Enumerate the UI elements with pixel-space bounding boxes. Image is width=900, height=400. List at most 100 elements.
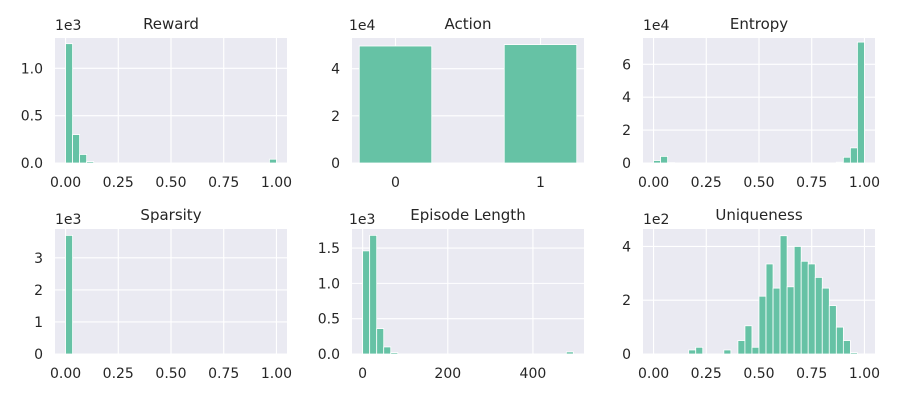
y-tick-label: 0 — [331, 156, 340, 172]
y-tick-label: 0.0 — [21, 156, 43, 172]
y-tick-label: 0 — [34, 347, 43, 363]
histogram-bar — [842, 340, 851, 355]
x-tick-label: 0.50 — [743, 175, 774, 191]
histogram-bar — [565, 351, 574, 355]
x-tick-label: 0.25 — [103, 175, 134, 191]
x-tick-label: 1.00 — [849, 175, 880, 191]
y-tick-label: 0.5 — [318, 312, 340, 328]
y-tick-label: 2 — [331, 109, 340, 125]
plot-area-background — [352, 229, 584, 354]
x-tick-label: 0 — [358, 366, 367, 382]
x-tick-label: 0.50 — [155, 366, 186, 382]
panel-uniqueness: 0.00 0.25 0.50 0.75 1.00 0 2 4 Uniqueness 1e2 — [622, 206, 880, 382]
panel-title: Sparsity — [140, 206, 201, 224]
histogram-bar — [842, 156, 851, 164]
y-tick-label: 0 — [622, 156, 631, 172]
x-tick-label: 0.25 — [103, 366, 134, 382]
panel-title: Episode Length — [410, 206, 525, 224]
histogram-bar — [807, 263, 816, 355]
histogram-bar — [800, 260, 809, 355]
y-tick-label: 1.5 — [318, 241, 340, 257]
x-tick-label: 0.75 — [796, 366, 827, 382]
x-tick-label: 200 — [434, 366, 461, 382]
histogram-bar — [362, 250, 371, 355]
x-tick-label: 0.25 — [691, 175, 722, 191]
histogram-bar — [358, 45, 433, 164]
y-tick-label: 2 — [622, 123, 631, 139]
y-tick-label: 4 — [622, 239, 631, 255]
y-tick-label: 6 — [622, 57, 631, 73]
histogram-bar — [793, 246, 802, 355]
panel-reward: 0.00 0.25 0.50 0.75 1.00 0.0 0.5 1.0 Reward 1e3 — [21, 15, 292, 191]
y-tick-label: 1 — [34, 315, 43, 331]
y-tick-label: 4 — [331, 62, 340, 78]
histogram-bar — [376, 328, 385, 355]
panel-title: Action — [445, 15, 492, 33]
panel-entropy: 0.00 0.25 0.50 0.75 1.00 0 2 4 6 Entropy 1e4 — [622, 15, 880, 191]
histogram-bar — [786, 286, 795, 355]
panel-title: Reward — [143, 15, 199, 33]
histogram-bar — [821, 287, 830, 355]
histogram-bar — [688, 349, 697, 355]
x-tick-label: 0.75 — [796, 175, 827, 191]
y-tick-label: 1.0 — [318, 276, 340, 292]
histogram-bar — [772, 287, 781, 355]
panel-title: Uniqueness — [715, 206, 802, 224]
y-tick-label: 4 — [622, 90, 631, 106]
panel-sparsity: 0.00 0.25 0.50 0.75 1.00 0 1 2 3 Sparsity 1e3 — [34, 206, 292, 382]
panel-action: 0 1 0 2 4 Action 1e4 — [331, 15, 584, 191]
histogram-bar — [849, 352, 858, 355]
x-tick-label: 0.75 — [208, 175, 239, 191]
histogram-bar — [503, 44, 578, 164]
x-tick-label: 0.00 — [638, 175, 669, 191]
panel-episode-length: 0 200 400 0.0 0.5 1.0 1.5 Episode Length 1e3 — [318, 206, 584, 382]
x-tick-label: 0.00 — [50, 366, 81, 382]
histogram-bar — [65, 43, 73, 164]
histogram-bar — [835, 326, 844, 355]
x-tick-label: 1.00 — [261, 175, 292, 191]
y-tick-label: 0 — [622, 347, 631, 363]
histogram-bar — [765, 263, 774, 355]
histogram-bar — [369, 234, 378, 355]
histogram-bar — [849, 147, 858, 164]
histogram-bar — [695, 346, 704, 355]
histogram-bar — [723, 349, 732, 355]
histogram-bar — [269, 158, 277, 164]
y-tick-label: 2 — [34, 283, 43, 299]
x-tick-label: 0.25 — [691, 366, 722, 382]
x-tick-label: 0 — [391, 175, 400, 191]
x-tick-label: 400 — [520, 366, 547, 382]
x-tick-label: 0.50 — [155, 175, 186, 191]
histogram-bar — [660, 156, 668, 164]
y-tick-label: 3 — [34, 251, 43, 267]
histogram-bar — [653, 160, 661, 164]
histogram-bar — [779, 235, 788, 355]
y-tick-label: 0.5 — [21, 109, 43, 125]
histogram-bar — [79, 154, 88, 164]
y-axis-multiplier: 1e3 — [349, 212, 375, 228]
y-tick-label: 2 — [622, 293, 631, 309]
x-tick-label: 0.00 — [50, 175, 81, 191]
histogram-bar — [751, 346, 760, 355]
histogram-bar — [758, 295, 767, 355]
histogram-bar — [72, 134, 80, 164]
histogram-bar — [835, 161, 844, 164]
histogram-bar — [744, 325, 753, 355]
y-axis-multiplier: 1e3 — [55, 212, 81, 228]
y-tick-label: 0.0 — [318, 347, 340, 363]
x-tick-label: 1 — [536, 175, 545, 191]
y-axis-multiplier: 1e3 — [55, 18, 81, 34]
x-tick-label: 0.00 — [638, 366, 669, 382]
histogram-bar — [814, 276, 823, 355]
histogram-bar — [737, 340, 746, 355]
panel-title: Entropy — [730, 15, 788, 33]
histogram-bar — [383, 346, 392, 355]
y-tick-label: 1.0 — [21, 61, 43, 77]
histogram-bar — [390, 352, 399, 355]
histogram-bar — [86, 161, 95, 164]
histogram-bar — [857, 41, 865, 164]
x-tick-label: 1.00 — [261, 366, 292, 382]
histogram-bar — [65, 235, 73, 355]
histogram-bar — [828, 305, 837, 355]
